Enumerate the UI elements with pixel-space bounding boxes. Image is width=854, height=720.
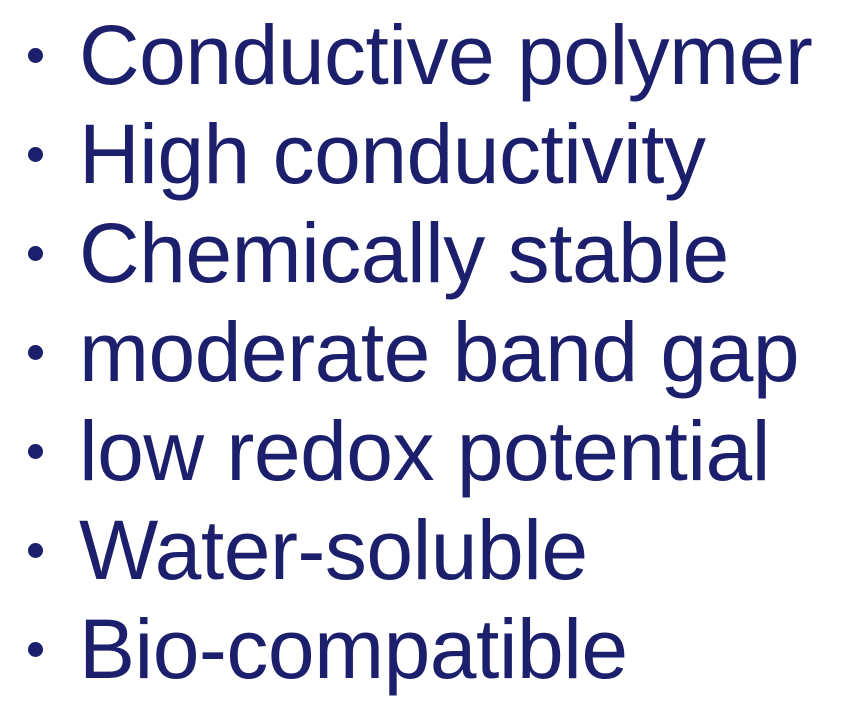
- bullet-dot-icon: [28, 543, 43, 558]
- list-item: Chemically stable: [0, 204, 854, 303]
- bullet-list: Conductive polymer High conductivity Che…: [0, 6, 854, 699]
- bullet-text: Chemically stable: [79, 206, 729, 300]
- bullet-text: High conductivity: [79, 107, 706, 201]
- bullet-dot-icon: [28, 444, 43, 459]
- bullet-dot-icon: [28, 48, 43, 63]
- list-item: High conductivity: [0, 105, 854, 204]
- bullet-text: Conductive polymer: [79, 8, 813, 102]
- bullet-dot-icon: [28, 642, 43, 657]
- list-item: Bio-compatible: [0, 600, 854, 699]
- list-item: low redox potential: [0, 402, 854, 501]
- list-item: Conductive polymer: [0, 6, 854, 105]
- bullet-text: Bio-compatible: [79, 602, 628, 696]
- list-item: Water-soluble: [0, 501, 854, 600]
- bullet-text: moderate band gap: [79, 305, 800, 399]
- bullet-text: low redox potential: [79, 404, 770, 498]
- bullet-dot-icon: [28, 147, 43, 162]
- bullet-text: Water-soluble: [79, 503, 588, 597]
- bullet-dot-icon: [28, 345, 43, 360]
- bullet-dot-icon: [28, 246, 43, 261]
- list-item: moderate band gap: [0, 303, 854, 402]
